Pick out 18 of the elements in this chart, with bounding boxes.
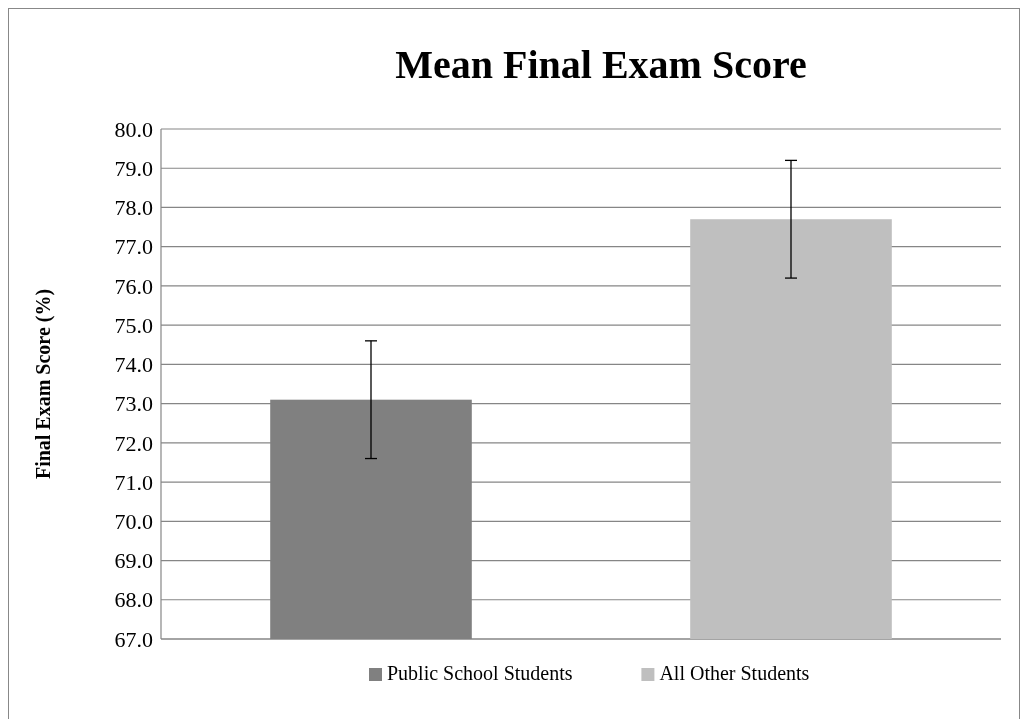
y-tick-label: 69.0 <box>114 548 153 574</box>
y-tick-label: 74.0 <box>114 352 153 378</box>
y-tick-label: 71.0 <box>114 469 153 495</box>
y-tick-label: 78.0 <box>114 195 153 221</box>
y-tick-label: 79.0 <box>114 155 153 181</box>
y-tick-label: 75.0 <box>114 312 153 338</box>
y-tick-label: 77.0 <box>114 234 153 260</box>
y-tick-label: 76.0 <box>114 273 153 299</box>
y-tick-label: 68.0 <box>114 587 153 613</box>
y-tick-label: 67.0 <box>114 626 153 652</box>
y-tick-label: 80.0 <box>114 116 153 142</box>
legend-label: All Other Students <box>659 662 810 684</box>
chart-title: Mean Final Exam Score <box>395 42 807 87</box>
legend-label: Public School Students <box>387 662 573 684</box>
y-tick-label: 70.0 <box>114 509 153 535</box>
y-axis-title: Final Exam Score (%) <box>32 288 55 480</box>
y-tick-label: 72.0 <box>114 430 153 456</box>
y-tick-label: 73.0 <box>114 391 153 417</box>
